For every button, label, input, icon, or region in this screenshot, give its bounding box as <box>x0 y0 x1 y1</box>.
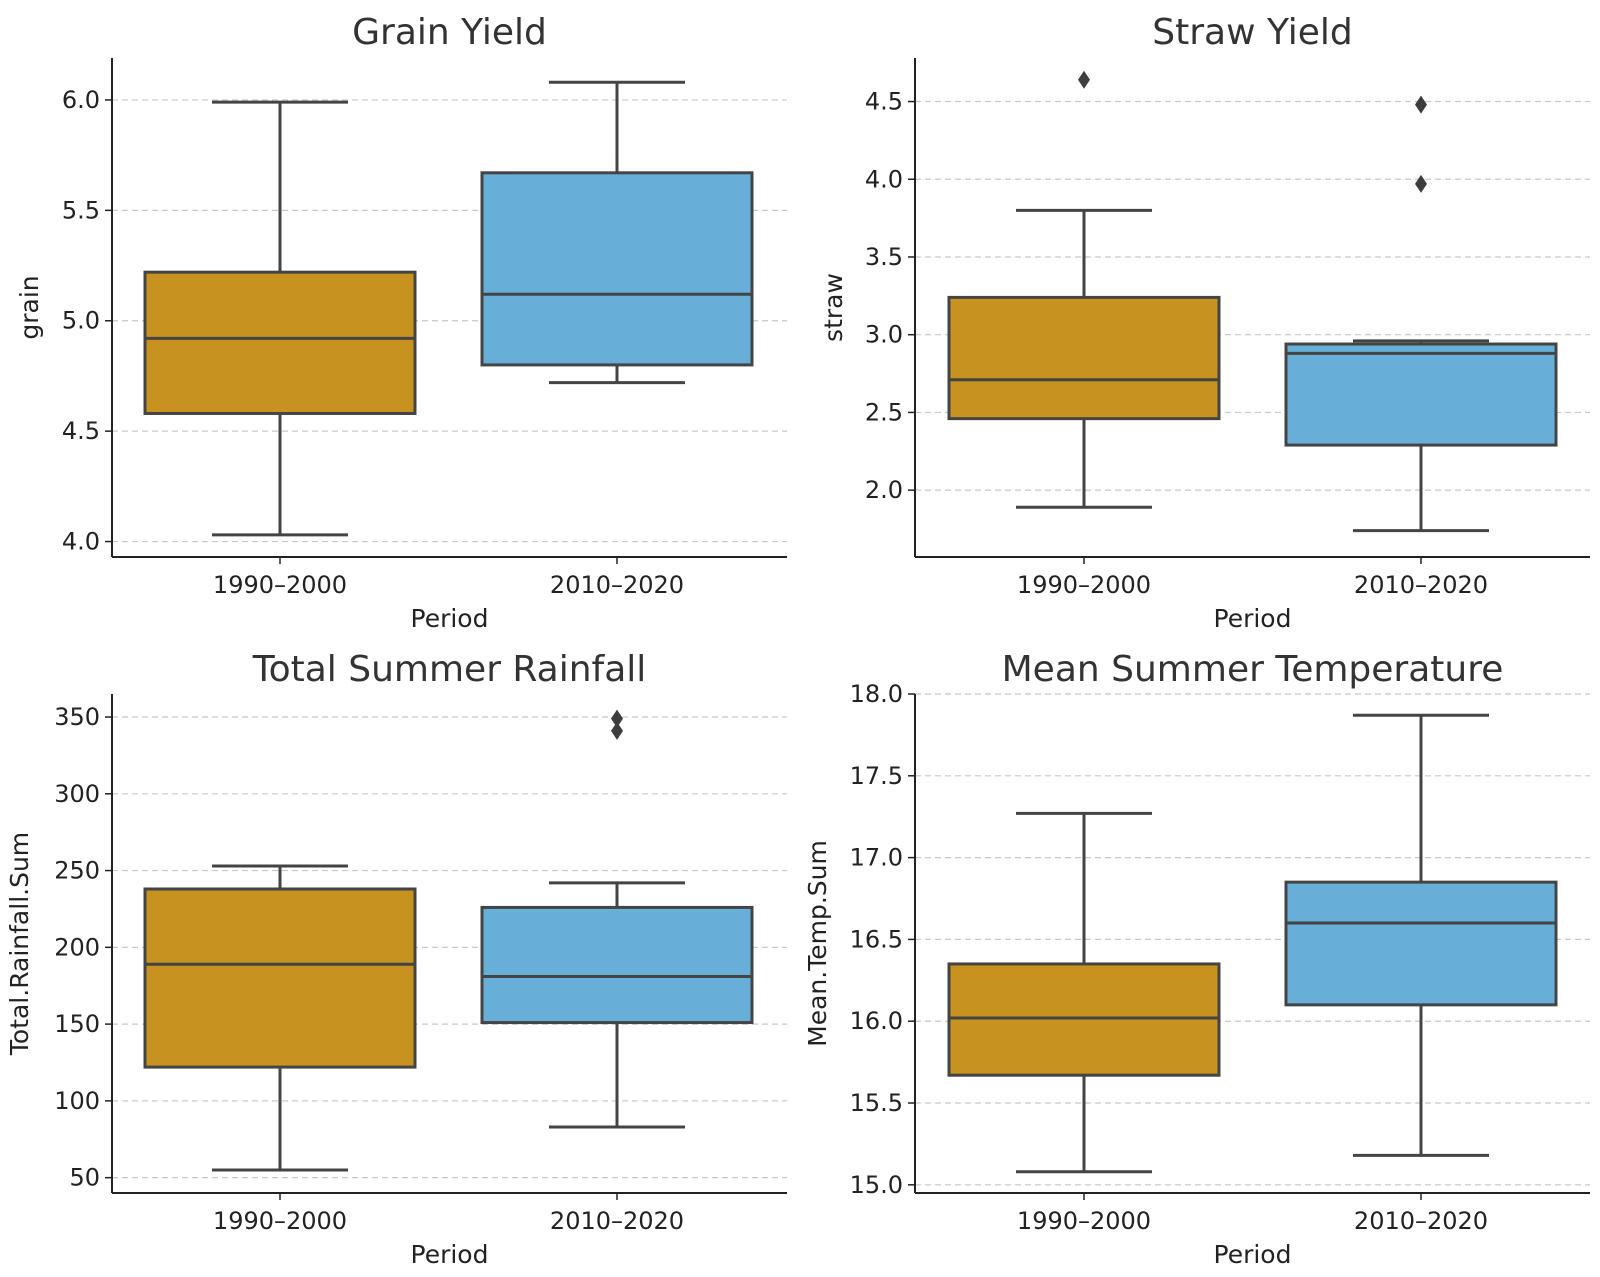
y-tick-label: 15.5 <box>850 1089 903 1117</box>
y-tick-label: 4.5 <box>62 417 100 445</box>
y-tick-label: 18.0 <box>850 680 903 708</box>
box-second-period <box>480 709 754 1129</box>
x-tick-label: 1990–2000 <box>213 571 347 599</box>
box-second-period <box>1284 95 1558 533</box>
outlier-point <box>1415 174 1427 193</box>
iqr-box <box>143 887 417 1069</box>
subplot-title: Total Summer Rainfall <box>252 649 647 690</box>
box-second-period <box>480 80 754 385</box>
y-tick-label: 100 <box>54 1087 100 1115</box>
iqr-box <box>947 962 1221 1077</box>
subplot-3: 50 100 150 200 250 300 350 1990–2000 2010–2020 Pe… <box>5 649 787 1269</box>
y-axis-label: straw <box>819 273 848 342</box>
y-axis-label: Mean.Temp.Sum <box>803 840 832 1047</box>
y-tick-label: 3.5 <box>865 243 903 271</box>
outlier-point <box>611 709 623 728</box>
box-first-period <box>947 811 1221 1174</box>
iqr-box <box>480 171 754 367</box>
y-tick-label: 16.0 <box>850 1007 903 1035</box>
y-tick-label: 15.0 <box>850 1171 903 1199</box>
subplot-title: Straw Yield <box>1152 12 1352 53</box>
y-tick-label: 2.0 <box>865 476 903 504</box>
x-tick-label: 2010–2020 <box>1354 571 1488 599</box>
subplot-title: Mean Summer Temperature <box>1002 649 1504 690</box>
subplot-2: 2.0 2.5 3.0 3.5 4.0 4.5 1990–2000 2010–2020 Peri… <box>819 12 1590 633</box>
y-tick-label: 17.5 <box>850 762 903 790</box>
iqr-box <box>947 295 1221 421</box>
y-tick-label: 3.0 <box>865 321 903 349</box>
x-tick-label: 1990–2000 <box>1017 571 1151 599</box>
x-axis-label: Period <box>411 604 489 633</box>
y-tick-label: 4.0 <box>62 528 100 556</box>
y-tick-label: 5.5 <box>62 196 100 224</box>
box-first-period <box>143 864 417 1172</box>
y-tick-label: 300 <box>54 780 100 808</box>
y-tick-label: 150 <box>54 1010 100 1038</box>
y-axis-label: Total.Rainfall.Sum <box>5 832 34 1056</box>
outlier-point <box>1078 70 1090 89</box>
outlier-point <box>611 721 623 740</box>
x-tick-label: 1990–2000 <box>213 1207 347 1235</box>
box-second-period <box>1284 713 1558 1157</box>
x-axis-label: Period <box>411 1240 489 1269</box>
iqr-box <box>480 905 754 1025</box>
box-first-period <box>947 70 1221 509</box>
y-axis-label: grain <box>15 275 44 339</box>
subplot-1: 4.0 4.5 5.0 5.5 6.0 1990–2000 2010–2020 Period g… <box>15 12 787 633</box>
y-tick-label: 17.0 <box>850 844 903 872</box>
x-tick-label: 2010–2020 <box>1354 1207 1488 1235</box>
iqr-box <box>143 270 417 415</box>
y-tick-label: 4.0 <box>865 165 903 193</box>
y-tick-label: 4.5 <box>865 88 903 116</box>
outlier-point <box>1415 95 1427 114</box>
y-tick-label: 16.5 <box>850 925 903 953</box>
iqr-box <box>1284 342 1558 447</box>
y-tick-label: 250 <box>54 857 100 885</box>
y-tick-label: 6.0 <box>62 86 100 114</box>
y-tick-label: 5.0 <box>62 307 100 335</box>
subplot-title: Grain Yield <box>352 12 547 53</box>
x-axis-label: Period <box>1214 604 1292 633</box>
y-tick-label: 50 <box>69 1164 100 1192</box>
box-first-period <box>143 100 417 537</box>
x-axis-label: Period <box>1214 1240 1292 1269</box>
subplot-4: 15.0 15.5 16.0 16.5 17.0 17.5 18.0 1990–2000 201… <box>803 649 1590 1269</box>
iqr-box <box>1284 880 1558 1007</box>
x-tick-label: 2010–2020 <box>550 1207 684 1235</box>
y-tick-label: 350 <box>54 703 100 731</box>
y-tick-label: 200 <box>54 933 100 961</box>
x-tick-label: 2010–2020 <box>550 571 684 599</box>
x-tick-label: 1990–2000 <box>1017 1207 1151 1235</box>
y-tick-label: 2.5 <box>865 398 903 426</box>
